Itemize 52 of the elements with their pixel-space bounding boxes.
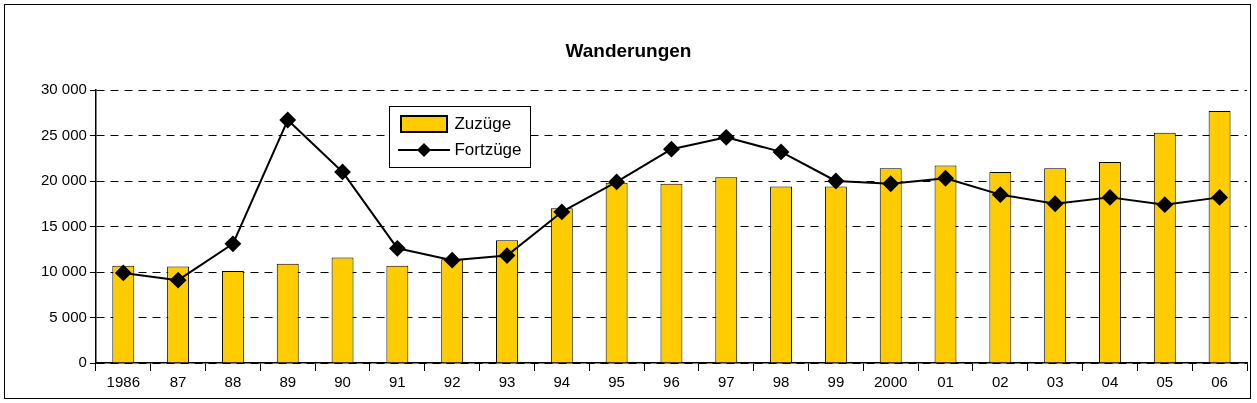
x-tick-label: 93: [498, 373, 516, 391]
x-tick-label: 89: [279, 373, 297, 391]
point: [937, 170, 954, 187]
point: [553, 203, 570, 220]
x-tick-label: 96: [663, 373, 680, 391]
x-tick-label: 2000: [874, 373, 908, 391]
point: [992, 186, 1009, 203]
x-tick-label: 87: [169, 373, 187, 391]
point: [1101, 189, 1118, 206]
point: [115, 264, 132, 281]
x-tick-label: 98: [772, 373, 790, 391]
x-tick-label: 06: [1211, 373, 1228, 391]
y-tick-label: 10 000: [40, 262, 87, 280]
x-tick-label: 99: [827, 373, 845, 391]
chart-title: Wanderungen: [564, 40, 693, 62]
y-tick-label: 20 000: [40, 171, 87, 189]
point: [498, 247, 515, 264]
point: [334, 163, 351, 180]
point: [279, 112, 296, 129]
x-tick-label: 03: [1046, 373, 1064, 391]
point: [1047, 195, 1064, 212]
point: [882, 175, 899, 192]
x-tick-label: 04: [1101, 373, 1119, 391]
x-tick-label: 92: [443, 373, 461, 391]
point: [718, 129, 735, 146]
point: [663, 141, 680, 158]
point: [1211, 189, 1228, 206]
legend-label: Zuzüge: [454, 114, 512, 134]
x-tick-label: 91: [389, 373, 406, 391]
point: [224, 235, 241, 252]
y-tick-label: 0: [78, 353, 87, 371]
point: [773, 143, 790, 160]
y-tick-label: 30 000: [40, 80, 87, 98]
x-tick-label: 05: [1156, 373, 1174, 391]
x-tick-label: 90: [334, 373, 351, 391]
x-tick-label: 97: [717, 373, 735, 391]
x-tick-label: 88: [224, 373, 242, 391]
point: [608, 173, 625, 190]
x-tick-label: 94: [553, 373, 571, 391]
y-tick-label: 5 000: [49, 307, 87, 325]
legend-label: Fortzüge: [454, 140, 522, 160]
y-tick-label: 25 000: [40, 125, 87, 143]
point: [1156, 196, 1173, 213]
x-tick-label: 01: [937, 373, 954, 391]
x-tick-label: 95: [608, 373, 625, 391]
x-tick-label: 02: [991, 373, 1009, 391]
point: [444, 252, 461, 269]
point: [827, 173, 844, 189]
point: [170, 272, 187, 289]
x-tick-label: 1986: [106, 373, 140, 391]
point: [389, 240, 406, 257]
y-tick-label: 15 000: [40, 216, 87, 234]
